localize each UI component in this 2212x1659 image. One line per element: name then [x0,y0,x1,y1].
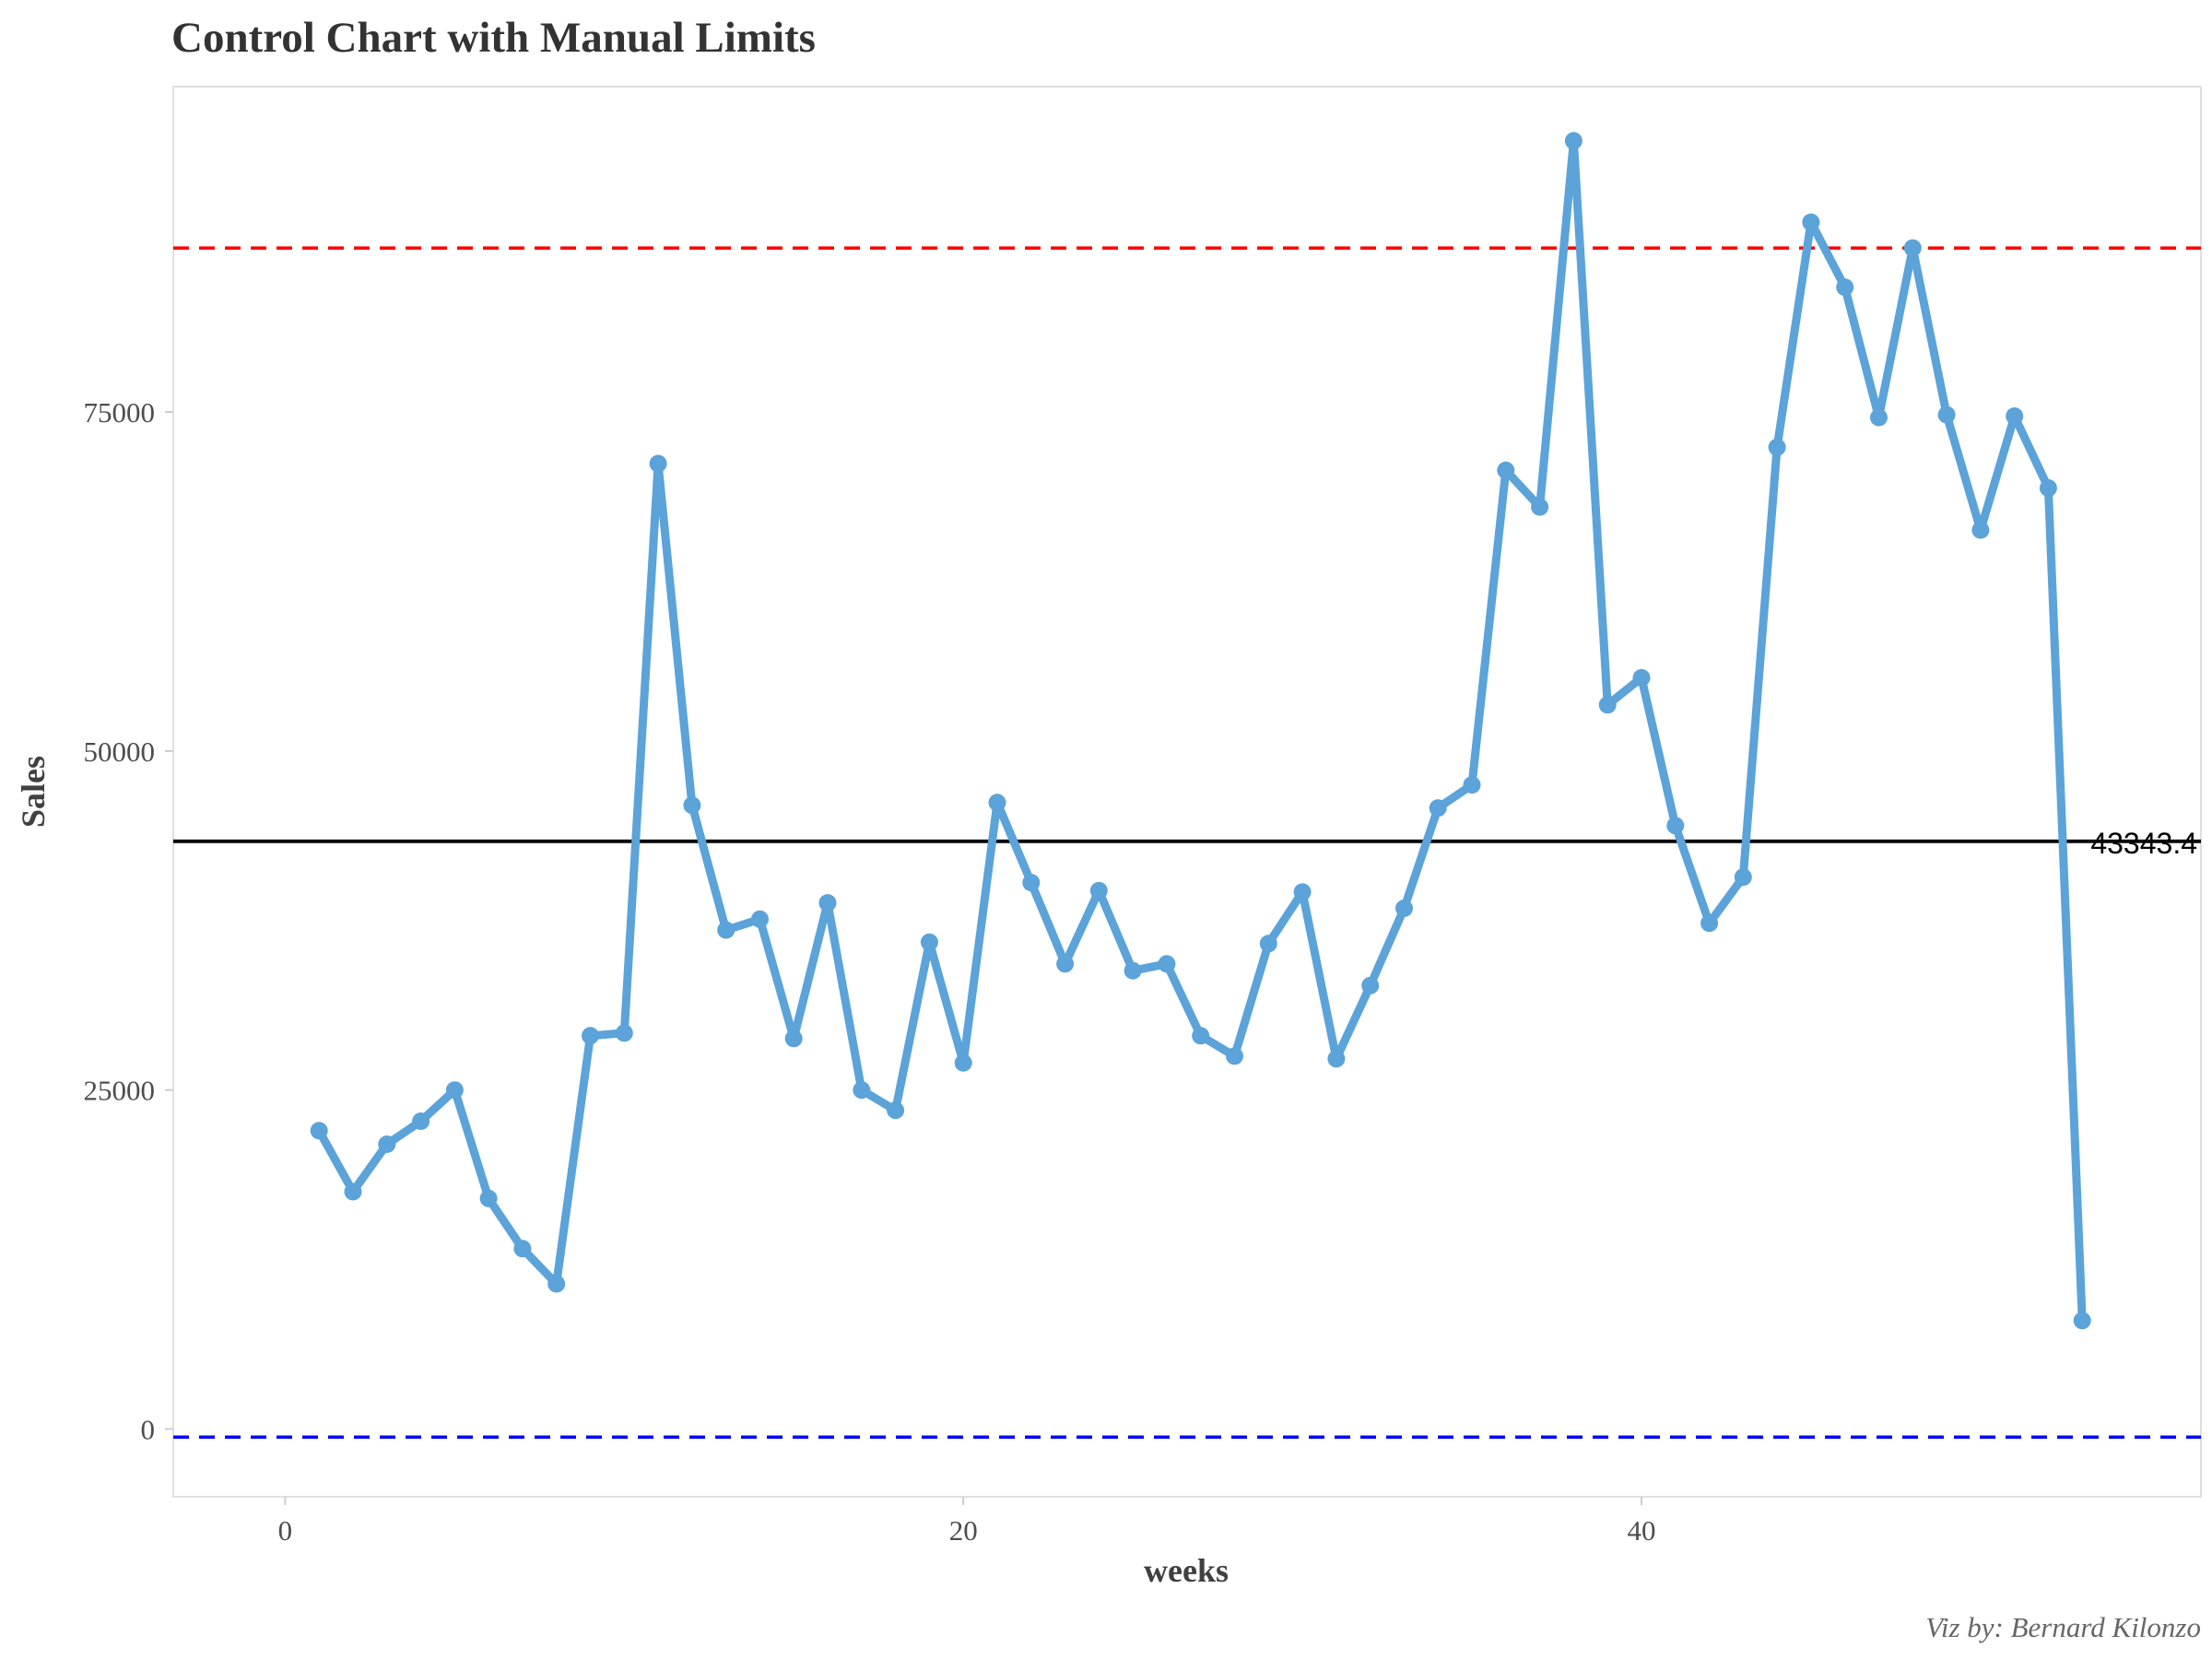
data-point [649,454,667,473]
y-tick-label: 50000 [84,735,156,768]
y-axis-title: Sales [15,756,52,828]
x-axis-title: weeks [1144,1552,1229,1589]
data-point [1124,961,1142,980]
data-point [412,1112,430,1130]
data-point [1497,461,1515,479]
data-point [1903,239,1922,257]
data-point [2073,1312,2091,1330]
data-point [344,1182,362,1201]
data-point [1293,883,1312,901]
data-point [920,933,938,951]
data-point [1226,1047,1243,1065]
data-point [954,1053,972,1072]
x-tick-label: 40 [1627,1514,1655,1547]
data-point [513,1240,532,1258]
data-point [1734,868,1752,887]
data-point [1870,408,1888,427]
data-point [988,794,1006,812]
data-point [784,1030,803,1048]
data-point [818,894,837,912]
data-point [547,1275,566,1293]
data-point [1564,132,1583,150]
data-point [1429,799,1447,818]
data-point [1327,1050,1346,1068]
data-point [1836,278,1854,297]
data-point [445,1081,464,1100]
data-point [751,910,769,928]
x-tick-label: 20 [949,1514,978,1547]
y-tick-label: 25000 [84,1075,156,1107]
chart-title: Control Chart with Manual Limits [171,14,816,62]
y-tick-label: 0 [141,1413,156,1445]
data-point [1700,914,1719,933]
data-point [887,1101,905,1120]
plot-panel [172,86,2202,1498]
data-point [582,1027,599,1045]
data-point [2039,479,2057,497]
data-point [378,1135,396,1153]
data-point [853,1081,871,1100]
data-point [1768,438,1786,456]
x-axis: 0 20 40 [278,1497,1655,1547]
data-point [1971,521,1990,539]
data-point [1937,406,1956,424]
data-point [1598,696,1617,714]
chart-caption: Viz by: Bernard Kilonzo [1925,1611,2201,1643]
data-point [1802,213,1820,231]
data-point [1666,817,1685,835]
data-point [1395,900,1413,917]
data-point [310,1122,328,1140]
reference-lines: 43343.4 [173,246,2201,1440]
x-tick-label: 0 [278,1514,293,1547]
series-layer [310,132,2091,1330]
data-point [683,796,701,815]
data-point [1259,935,1277,953]
data-point [1531,498,1549,516]
data-point [1158,955,1176,973]
data-point [1022,874,1041,892]
data-point [2006,407,2024,425]
y-axis: 0 25000 50000 75000 [84,396,173,1445]
data-point [615,1024,633,1042]
data-point [1463,776,1481,794]
y-tick-label: 75000 [84,396,156,429]
data-point [1056,955,1075,973]
center-line-label: 43343.4 [2090,827,2197,860]
data-point [479,1189,498,1207]
data-point [1632,668,1651,687]
data-point [1192,1027,1210,1045]
data-point [1089,881,1108,900]
data-point [1361,976,1380,994]
data-point [717,921,735,939]
